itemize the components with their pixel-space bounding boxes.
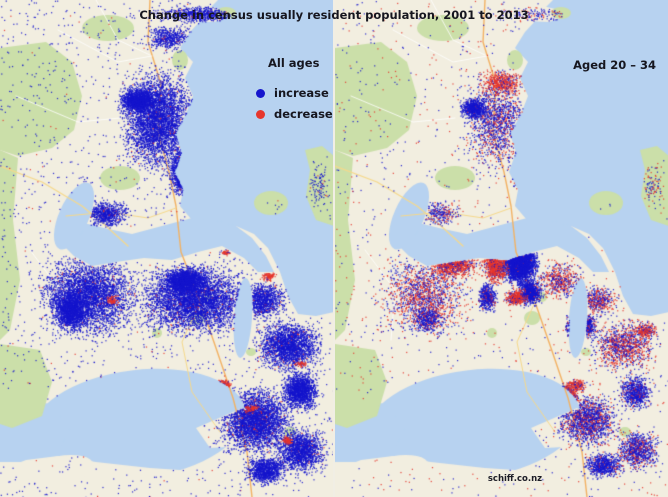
legend-item-increase: increase xyxy=(256,86,333,100)
legend-label-increase: increase xyxy=(274,86,329,100)
page-title: Change in census usually resident popula… xyxy=(139,8,529,22)
map-panel-aged-20-34 xyxy=(335,0,668,497)
panel-divider xyxy=(333,0,335,497)
panel-label-aged-20-34: Aged 20 – 34 xyxy=(573,58,656,72)
map-panel-all-ages xyxy=(0,0,334,497)
decrease-dot-icon xyxy=(256,109,265,119)
legend-heading: All ages xyxy=(268,56,320,70)
legend: All ages increase decrease xyxy=(256,56,333,128)
legend-item-decrease: decrease xyxy=(256,107,333,121)
legend-label-decrease: decrease xyxy=(274,107,333,121)
attribution: schiff.co.nz xyxy=(487,474,543,484)
increase-dot-icon xyxy=(256,88,265,98)
